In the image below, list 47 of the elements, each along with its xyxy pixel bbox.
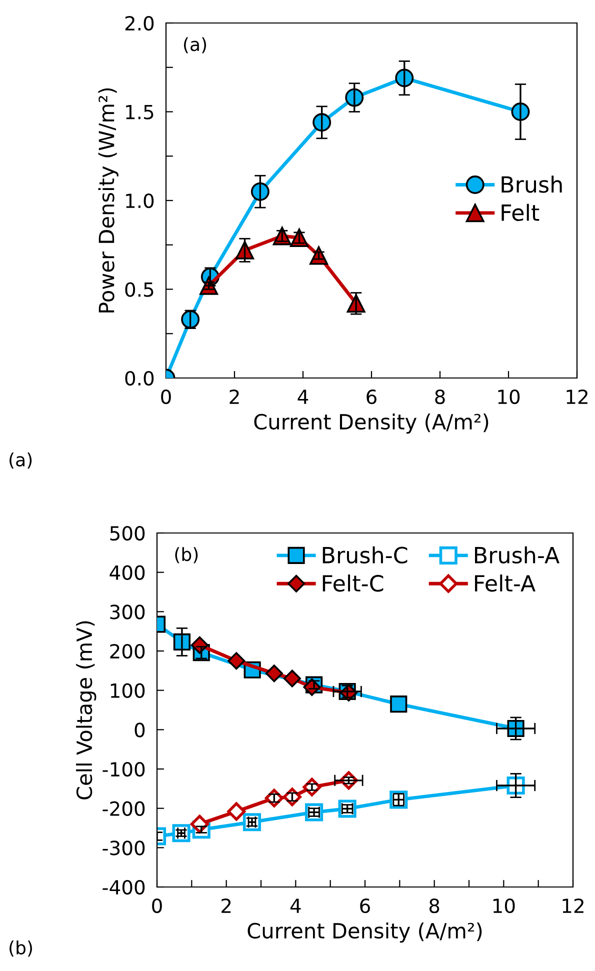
- annotation: (a): [184, 37, 206, 54]
- x-tick-label: 10: [498, 389, 520, 404]
- point: [283, 670, 301, 688]
- y-tick-label: -300: [102, 840, 145, 856]
- y-tick-label: 200: [110, 644, 145, 659]
- y-tick-label: -100: [102, 762, 145, 777]
- y-tick-label: 0: [134, 722, 145, 738]
- text: (a): [10, 452, 32, 469]
- x-tick-label: 2: [230, 389, 239, 404]
- text: (b): [10, 940, 32, 957]
- x-axis-title: Current Density (A/m²): [254, 413, 488, 434]
- x-tick-label: 10: [493, 898, 515, 914]
- annotation: (b): [175, 547, 198, 564]
- y-tick-label: 2.0: [125, 16, 154, 31]
- y-tick-label: -200: [102, 801, 145, 816]
- x-tick-label: 4: [298, 390, 308, 404]
- x-tick-label: 12: [562, 898, 584, 913]
- legend-label: Felt: [502, 204, 540, 222]
- y-axis-title: Cell Voltage (mV): [76, 621, 96, 800]
- x-tick-label: 0: [161, 389, 171, 404]
- y-tick-label: 1.0: [126, 193, 154, 208]
- legend-label: Brush: [502, 176, 562, 193]
- point: [390, 696, 408, 713]
- y-tick-label: 0.5: [125, 282, 154, 297]
- point: [265, 664, 283, 682]
- y-tick-label: -400: [102, 880, 145, 895]
- x-axis-title: Current Density (A/m²): [248, 922, 482, 943]
- legend-label: Brush-A: [475, 546, 560, 564]
- y-tick-label: 0.0: [125, 370, 154, 386]
- x-tick-label: 12: [566, 389, 588, 404]
- x-tick-label: 6: [360, 898, 370, 914]
- x-tick-label: 4: [290, 898, 301, 913]
- x-tick-label: 8: [435, 389, 445, 404]
- y-axis-title: Power Density (W/m²): [98, 88, 118, 312]
- x-tick-label: 6: [366, 389, 376, 404]
- legend-label: Felt-C: [322, 574, 384, 592]
- x-tick-label: 2: [222, 898, 231, 913]
- y-tick-label: 1.5: [126, 104, 154, 120]
- y-tick-label: 100: [110, 683, 145, 698]
- y-tick-label: 400: [110, 565, 145, 580]
- legend-label: Brush-C: [322, 546, 408, 564]
- x-tick-label: 8: [429, 898, 440, 914]
- legend-label: Felt-A: [475, 574, 536, 592]
- y-tick-label: 500: [110, 526, 145, 541]
- y-tick-label: 300: [110, 604, 145, 620]
- point: [227, 802, 246, 821]
- point: [228, 652, 246, 670]
